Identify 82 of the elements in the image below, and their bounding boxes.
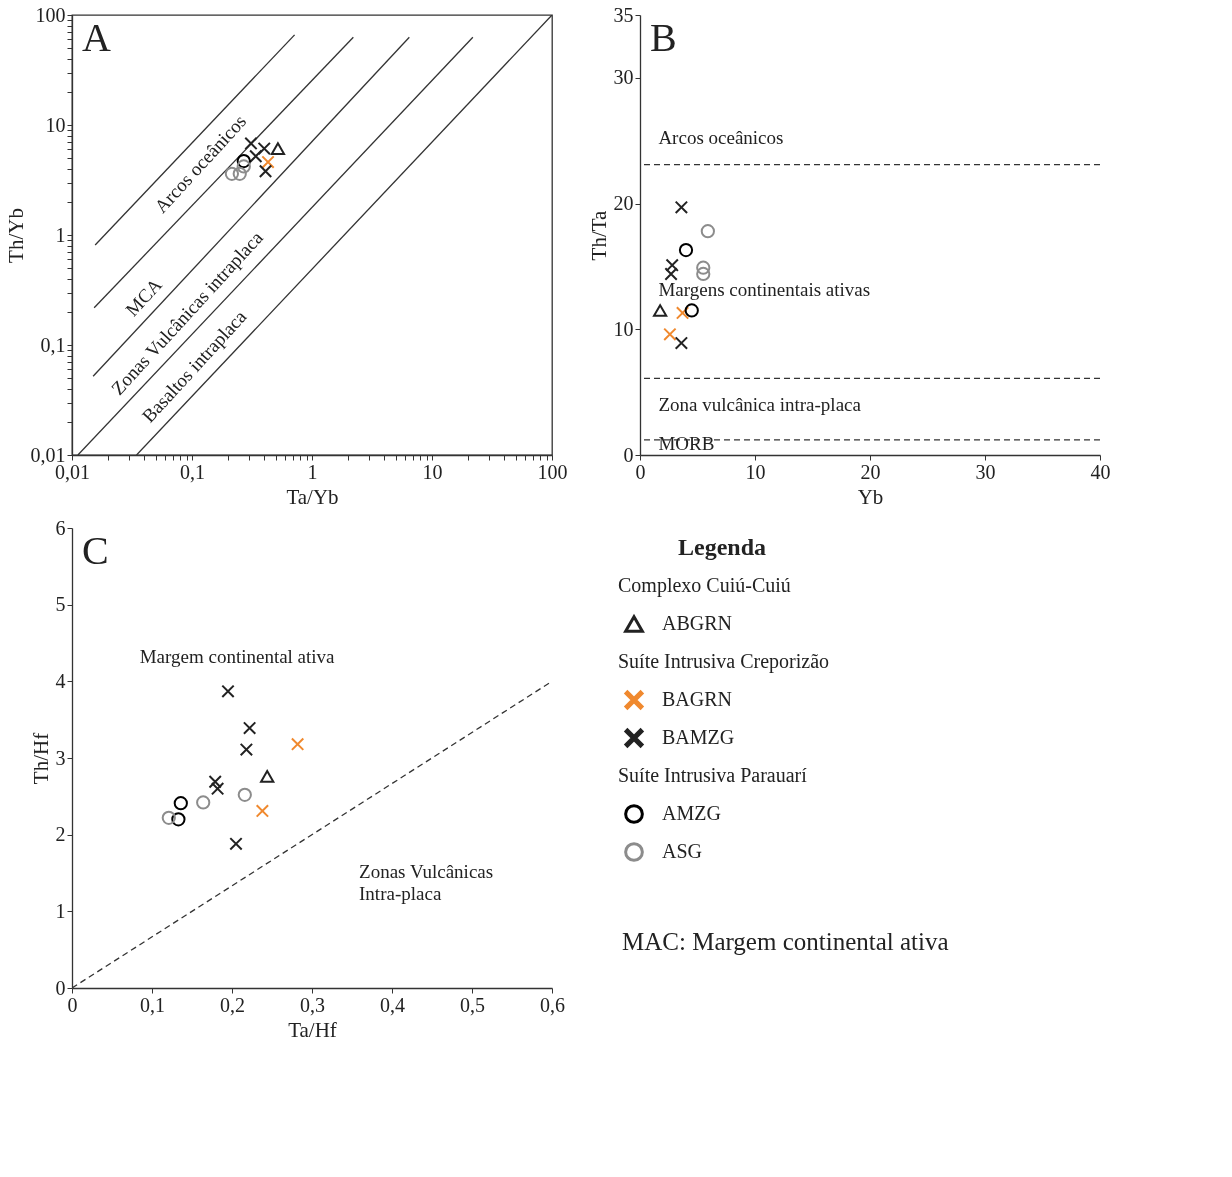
point (684, 303, 699, 318)
point (242, 721, 257, 735)
legend-title: Legenda (678, 534, 767, 560)
chart-title: A (82, 15, 111, 60)
point (653, 304, 668, 317)
chart-title: C (82, 528, 109, 573)
legend-label: AMZG (662, 802, 721, 824)
x-tick-label: 0,1 (140, 993, 165, 1016)
y-tick-label: 1 (55, 223, 66, 246)
y-tick-label: 6 (55, 516, 66, 539)
y-tick-label: 100 (35, 3, 66, 26)
y-axis-title: Th/Yb (3, 208, 28, 263)
y-axis-title: Th/Ta (586, 209, 611, 261)
point (255, 804, 270, 818)
chart-title: B (650, 15, 677, 60)
x-axis-title: Ta/Yb (286, 484, 339, 509)
point (221, 684, 235, 698)
point (674, 336, 689, 350)
x-tick-label: 10 (745, 460, 766, 483)
x-tick-label: 20 (860, 460, 881, 483)
legend-label: BAMZG (662, 726, 735, 748)
point (237, 787, 252, 802)
y-tick-label: 0 (623, 443, 634, 466)
annotation: MORB (658, 433, 715, 454)
legend-label: ABGRN (662, 612, 733, 634)
point (229, 837, 243, 851)
point (210, 781, 225, 796)
x-tick-label: 0,6 (540, 993, 565, 1016)
x-tick-label: 0,4 (380, 993, 405, 1016)
legend-label: BAGRN (662, 688, 733, 710)
annotation: Margens continentais ativas (658, 279, 871, 300)
annotation: Arcos oceânicos (658, 127, 784, 149)
x-tick-label: 0,3 (300, 993, 325, 1016)
y-tick-label: 10 (45, 113, 66, 136)
x-axis-title: Yb (857, 484, 884, 509)
point (675, 306, 690, 320)
annotation: Zona vulcânica intra-placa (658, 393, 862, 415)
x-tick-label: 100 (537, 460, 568, 483)
annotation: Margem continental ativa (139, 646, 336, 668)
x-tick-label: 0,1 (180, 460, 205, 483)
text: Suíte Intrusiva Parauarí (618, 764, 808, 786)
point (665, 258, 679, 272)
y-axis-title: Th/Hf (28, 732, 53, 785)
legend-label: ASG (662, 840, 703, 862)
y-tick-label: 0,1 (40, 333, 66, 356)
point (664, 267, 678, 281)
y-tick-label: 1 (55, 899, 66, 922)
y-tick-label: 0,01 (30, 443, 66, 466)
text: Complexo Cuiú-Cuiú (618, 574, 791, 597)
text: Suíte Intrusiva Creporizão (618, 650, 830, 673)
y-tick-label: 10 (613, 317, 634, 340)
point (290, 737, 305, 751)
y-tick-label: 30 (613, 66, 634, 89)
point (196, 795, 211, 810)
x-tick-label: 40 (1090, 460, 1111, 483)
point (260, 770, 275, 783)
y-tick-label: 20 (613, 192, 634, 215)
point (678, 242, 694, 258)
point (208, 775, 222, 789)
point (663, 327, 677, 342)
text: MAC: Margem continental ativa (622, 928, 949, 955)
x-axis-title: Ta/Hf (288, 1017, 337, 1042)
x-tick-label: 0,5 (460, 993, 485, 1016)
y-tick-label: 3 (55, 746, 66, 769)
annotation: Zonas Vulcânicas Intra-placa (359, 860, 494, 904)
x-tick-label: 30 (975, 460, 996, 483)
y-tick-label: 4 (55, 669, 66, 692)
x-tick-label: 10 (422, 460, 443, 483)
y-tick-label: 35 (613, 3, 634, 26)
x-tick-label: 1 (307, 460, 318, 483)
point (696, 266, 711, 282)
y-tick-label: 2 (55, 823, 66, 846)
point (173, 796, 188, 811)
point (674, 200, 689, 215)
point (696, 260, 711, 275)
y-tick-label: 5 (55, 593, 66, 616)
point (700, 224, 715, 239)
point (171, 812, 186, 827)
y-tick-label: 0 (55, 976, 66, 999)
point (161, 810, 176, 825)
x-tick-label: 0,2 (220, 993, 245, 1016)
point (239, 742, 254, 757)
